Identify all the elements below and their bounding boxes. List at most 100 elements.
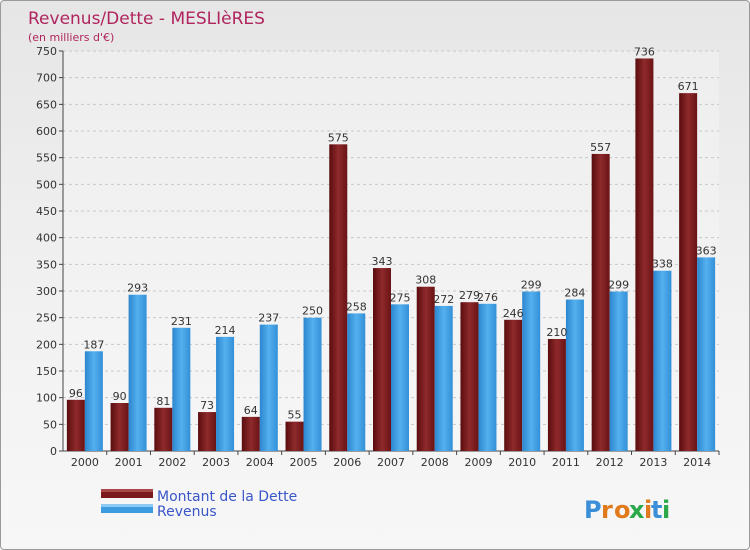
revenue-bar bbox=[434, 305, 453, 451]
debt-bar bbox=[635, 58, 654, 451]
debt-bar bbox=[547, 339, 566, 451]
bars bbox=[66, 58, 716, 452]
debt-value-label: 64 bbox=[244, 404, 258, 417]
y-tick-label: 450 bbox=[36, 205, 57, 218]
debt-bar bbox=[110, 403, 129, 451]
legend: Montant de la Dette Revenus bbox=[101, 489, 297, 520]
legend-swatch-revenue bbox=[101, 504, 153, 513]
logo-letter: x bbox=[629, 496, 645, 524]
y-tick-label: 600 bbox=[36, 125, 57, 138]
y-tick-label: 500 bbox=[36, 178, 57, 191]
x-tick-label: 2012 bbox=[596, 456, 624, 469]
revenue-value-label: 275 bbox=[390, 291, 411, 304]
debt-value-label: 90 bbox=[113, 390, 127, 403]
debt-value-label: 81 bbox=[156, 395, 170, 408]
debt-value-label: 73 bbox=[200, 399, 214, 412]
debt-bar bbox=[416, 286, 435, 451]
revenue-bar bbox=[391, 304, 409, 451]
debt-value-label: 55 bbox=[288, 409, 302, 422]
revenue-bar bbox=[653, 270, 672, 451]
revenue-bar bbox=[609, 291, 628, 451]
x-tick-label: 2006 bbox=[333, 456, 361, 469]
x-tick-label: 2008 bbox=[421, 456, 449, 469]
chart-title: Revenus/Dette - MESLIèRES bbox=[28, 9, 265, 29]
debt-bar bbox=[198, 412, 217, 451]
legend-label-revenue: Revenus bbox=[157, 504, 217, 520]
y-tick-label: 200 bbox=[36, 338, 57, 351]
revenue-value-label: 363 bbox=[696, 244, 717, 257]
x-tick-label: 2000 bbox=[71, 456, 99, 469]
x-axis: 2000 2001 2002 2003 2004 2005 2006 2007 2008 2009… bbox=[63, 450, 720, 469]
logo-letter: i bbox=[644, 496, 652, 524]
y-axis: 0 50 100 150 200 250 300 350 400 450 500 550 600 650 7… bbox=[36, 45, 64, 458]
revenue-value-label: 299 bbox=[608, 279, 629, 292]
y-tick-label: 0 bbox=[50, 445, 57, 458]
logo-letter: o bbox=[614, 496, 631, 524]
x-tick-label: 2003 bbox=[202, 456, 230, 469]
debt-bar bbox=[154, 407, 173, 451]
revenue-value-label: 214 bbox=[215, 324, 236, 337]
revenue-bar bbox=[565, 299, 584, 451]
chart-subtitle: (en milliers d'€) bbox=[28, 31, 114, 44]
x-tick-label: 2004 bbox=[246, 456, 274, 469]
legend-swatch-debt bbox=[101, 489, 153, 498]
revenue-value-label: 293 bbox=[127, 282, 148, 295]
y-tick-label: 400 bbox=[36, 232, 57, 245]
revenue-bar bbox=[216, 336, 235, 451]
revenue-value-label: 276 bbox=[477, 291, 498, 304]
revenue-value-label: 237 bbox=[258, 312, 279, 325]
logo-letter: i bbox=[662, 496, 670, 524]
revenue-bar bbox=[697, 257, 716, 451]
revenue-value-label: 187 bbox=[83, 338, 104, 351]
revenue-bar bbox=[172, 327, 191, 451]
legend-label-debt: Montant de la Dette bbox=[157, 489, 297, 505]
debt-bar bbox=[591, 153, 610, 451]
y-tick-label: 250 bbox=[36, 312, 57, 325]
y-tick-label: 750 bbox=[36, 45, 57, 58]
revenue-value-label: 231 bbox=[171, 315, 192, 328]
debt-value-label: 210 bbox=[546, 326, 567, 339]
logo-letter: r bbox=[601, 496, 613, 524]
y-tick-label: 300 bbox=[36, 285, 57, 298]
revenue-value-label: 258 bbox=[346, 300, 367, 313]
x-tick-label: 2009 bbox=[464, 456, 492, 469]
x-tick-label: 2011 bbox=[552, 456, 580, 469]
y-tick-label: 650 bbox=[36, 98, 57, 111]
debt-value-label: 736 bbox=[634, 45, 655, 58]
logo-letter: P bbox=[584, 496, 602, 524]
debt-bar bbox=[66, 399, 85, 451]
x-tick-label: 2014 bbox=[683, 456, 711, 469]
legend-swatch-revenue-shine bbox=[101, 504, 153, 507]
x-tick-label: 2010 bbox=[508, 456, 536, 469]
x-tick-label: 2013 bbox=[639, 456, 667, 469]
debt-value-label: 246 bbox=[503, 307, 524, 320]
debt-bar bbox=[679, 93, 698, 451]
debt-value-label: 343 bbox=[372, 255, 393, 268]
debt-bar bbox=[373, 268, 391, 451]
y-tick-label: 100 bbox=[36, 392, 57, 405]
y-tick-label: 700 bbox=[36, 72, 57, 85]
revenue-bar bbox=[522, 291, 541, 451]
revenue-value-label: 299 bbox=[521, 279, 542, 292]
y-tick-label: 150 bbox=[36, 365, 57, 378]
debt-bar bbox=[241, 416, 260, 451]
x-tick-label: 2005 bbox=[290, 456, 318, 469]
revenue-bar bbox=[347, 313, 366, 451]
debt-bar bbox=[460, 302, 479, 451]
debt-value-label: 279 bbox=[459, 289, 480, 302]
revenue-value-label: 284 bbox=[564, 287, 585, 300]
debt-value-label: 557 bbox=[590, 141, 611, 154]
revenue-bar bbox=[128, 294, 147, 451]
debt-value-label: 575 bbox=[328, 131, 349, 144]
y-tick-label: 350 bbox=[36, 258, 57, 271]
revenue-bar bbox=[84, 351, 103, 451]
debt-bar bbox=[285, 421, 304, 451]
data-labels: 96 187 90 293 81 231 73 214 64 237 55 250 575 258 343 2… bbox=[69, 45, 717, 421]
debt-bar bbox=[504, 319, 523, 451]
x-tick-label: 2001 bbox=[115, 456, 143, 469]
x-tick-label: 2002 bbox=[158, 456, 186, 469]
debt-value-label: 96 bbox=[69, 387, 83, 400]
